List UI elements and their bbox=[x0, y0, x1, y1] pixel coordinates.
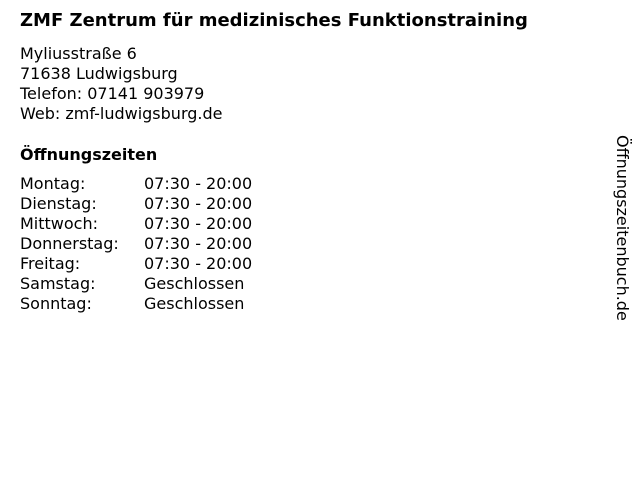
address-block: Myliusstraße 6 71638 Ludwigsburg Telefon… bbox=[20, 44, 222, 124]
time: Geschlossen bbox=[144, 274, 245, 293]
day: Sonntag: bbox=[20, 294, 92, 313]
day: Dienstag: bbox=[20, 194, 97, 213]
day: Samstag: bbox=[20, 274, 96, 293]
hours-row: Sonntag: Geschlossen bbox=[20, 294, 252, 314]
hours-heading: Öffnungszeiten bbox=[20, 145, 158, 164]
website: Web: zmf-ludwigsburg.de bbox=[20, 104, 223, 123]
time: 07:30 - 20:00 bbox=[144, 254, 253, 273]
hours-row: Donnerstag: 07:30 - 20:00 bbox=[20, 234, 252, 254]
phone: Telefon: 07141 903979 bbox=[20, 84, 205, 103]
side-watermark-label: Öffnungszeitenbuch.de bbox=[613, 135, 632, 321]
city: 71638 Ludwigsburg bbox=[20, 64, 178, 83]
hours-row: Montag: 07:30 - 20:00 bbox=[20, 174, 252, 194]
day: Mittwoch: bbox=[20, 214, 98, 233]
time: 07:30 - 20:00 bbox=[144, 214, 253, 233]
time: 07:30 - 20:00 bbox=[144, 194, 253, 213]
hours-row: Mittwoch: 07:30 - 20:00 bbox=[20, 214, 252, 234]
hours-row: Freitag: 07:30 - 20:00 bbox=[20, 254, 252, 274]
time: Geschlossen bbox=[144, 294, 245, 313]
hours-row: Samstag: Geschlossen bbox=[20, 274, 252, 294]
time: 07:30 - 20:00 bbox=[144, 174, 253, 193]
day: Freitag: bbox=[20, 254, 81, 273]
hours-table: Montag: 07:30 - 20:00 Dienstag: 07:30 - 20… bbox=[20, 174, 252, 314]
street: Myliusstraße 6 bbox=[20, 44, 137, 63]
hours-row: Dienstag: 07:30 - 20:00 bbox=[20, 194, 252, 214]
page-title: ZMF Zentrum für medizinisches Funktionst… bbox=[20, 10, 528, 31]
day: Montag: bbox=[20, 174, 86, 193]
day: Donnerstag: bbox=[20, 234, 119, 253]
time: 07:30 - 20:00 bbox=[144, 234, 253, 253]
